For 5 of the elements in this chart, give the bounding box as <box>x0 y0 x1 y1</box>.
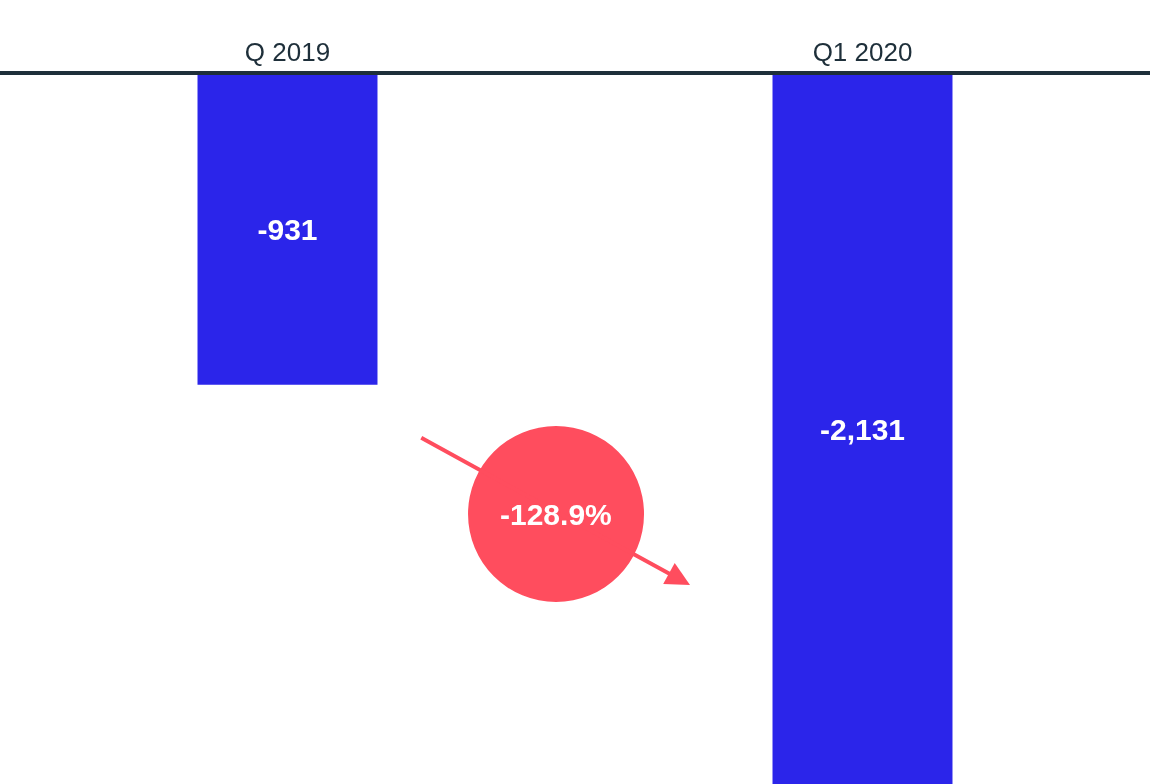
data-label: -2,131 <box>819 413 906 446</box>
annotation: -128.9% <box>500 498 612 531</box>
x-tick-label: Q 2019 <box>244 36 331 67</box>
x-tick-label: Q1 2020 <box>812 36 913 67</box>
data-label: -931 <box>257 213 318 247</box>
